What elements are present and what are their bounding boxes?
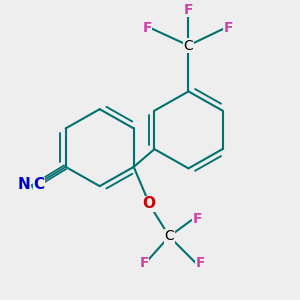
Text: F: F bbox=[184, 3, 193, 17]
Text: C: C bbox=[164, 230, 174, 244]
Text: F: F bbox=[139, 256, 149, 270]
Text: F: F bbox=[224, 21, 233, 35]
Text: C: C bbox=[184, 38, 194, 52]
Text: O: O bbox=[142, 196, 155, 211]
Text: C: C bbox=[33, 177, 45, 192]
Text: F: F bbox=[196, 256, 205, 270]
Text: F: F bbox=[193, 212, 202, 226]
Text: F: F bbox=[142, 21, 152, 35]
Text: N: N bbox=[18, 177, 31, 192]
